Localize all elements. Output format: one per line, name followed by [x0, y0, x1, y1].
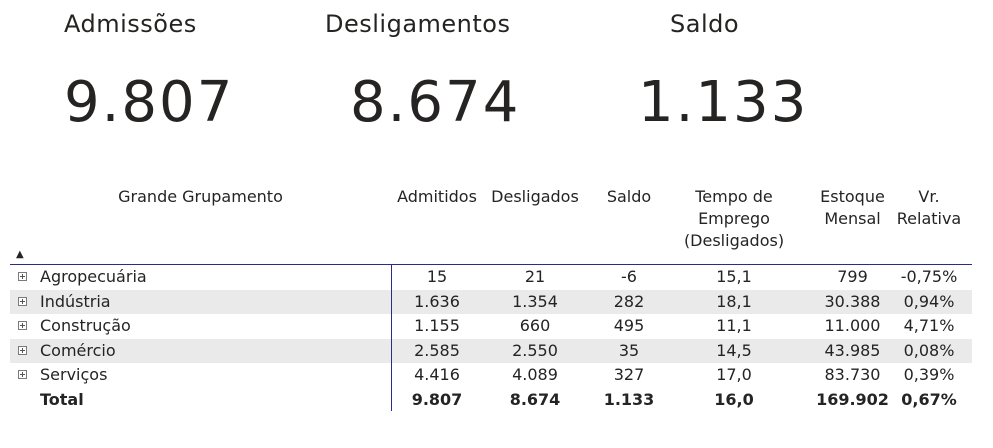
row-label: Agropecuária [40, 267, 147, 286]
table-cell: 0,39% [903, 365, 955, 385]
table-cell: 8.674 [509, 389, 561, 409]
kpi-value: 1.133 [638, 70, 809, 135]
table-cell: 15,1 [716, 267, 752, 286]
table-cell: 17,0 [716, 365, 752, 385]
table-body: Agropecuária 15 21 -6 15,1 799 -0,75% Indústria… [10, 265, 972, 413]
table-cell: 2.585 [414, 340, 460, 360]
row-label: Comércio [40, 340, 116, 360]
column-header[interactable]: Admitidos [397, 187, 477, 206]
kpi-value: 9.807 [64, 70, 235, 135]
total-row[interactable]: Total 9.807 8.674 1.133 16,0 169.902 0,67% [10, 388, 972, 413]
column-header[interactable]: Tempo de Emprego (Desligados) [683, 187, 785, 250]
table-cell: 169.902 [816, 389, 889, 409]
table-cell: 43.985 [824, 340, 881, 360]
table-cell: 16,0 [714, 389, 754, 409]
table-cell: 18,1 [716, 291, 752, 311]
row-label: Indústria [40, 291, 111, 311]
table-cell: 0,67% [901, 389, 957, 409]
table-cell: 83.730 [824, 365, 881, 385]
column-divider [391, 265, 392, 411]
table-cell: 4.089 [512, 365, 558, 385]
table-cell: 4,71% [903, 316, 955, 336]
matrix-table: ▲ Grande Grupamento Admitidos Desligados Sa… [10, 186, 972, 413]
table-cell: 799 [837, 267, 868, 286]
column-header[interactable]: Vr. Relativa [896, 187, 962, 228]
table-cell: 15 [426, 267, 448, 286]
table-header: ▲ Grande Grupamento Admitidos Desligados Sa… [10, 186, 972, 265]
table-cell: 1.354 [512, 291, 558, 311]
table-row[interactable]: Construção 1.155 660 495 11,1 11.000 4,71% [10, 314, 972, 339]
table-row[interactable]: Agropecuária 15 21 -6 15,1 799 -0,75% [10, 265, 972, 290]
kpi-value: 8.674 [350, 70, 521, 135]
table-cell: 0,94% [903, 291, 955, 311]
expand-icon[interactable] [18, 272, 27, 281]
column-header[interactable]: Grande Grupamento [118, 187, 283, 206]
table-cell: 11.000 [824, 316, 881, 336]
column-header[interactable]: Estoque Mensal [820, 187, 885, 228]
table-cell: 35 [618, 340, 640, 360]
table-cell: 2.550 [512, 340, 558, 360]
expand-icon[interactable] [18, 345, 27, 355]
table-cell: 9.807 [411, 389, 463, 409]
table-cell: 14,5 [716, 340, 752, 360]
table-cell: 1.636 [414, 291, 460, 311]
table-cell: -6 [621, 267, 637, 286]
expand-icon[interactable] [18, 370, 27, 380]
table-cell: 1.133 [603, 389, 655, 409]
table-cell: 282 [613, 291, 645, 311]
row-label: Serviços [40, 365, 108, 385]
table-cell: 327 [613, 365, 645, 385]
kpi-label: Admissões [64, 10, 197, 38]
table-cell: 0,08% [903, 340, 955, 360]
table-row[interactable]: Serviços 4.416 4.089 327 17,0 83.730 0,39% [10, 363, 972, 388]
row-label: Construção [40, 316, 131, 336]
column-header[interactable]: Desligados [491, 187, 579, 206]
table-cell: 11,1 [716, 316, 752, 336]
table-row[interactable]: Indústria 1.636 1.354 282 18,1 30.388 0,94% [10, 289, 972, 315]
table-cell: 21 [524, 267, 546, 286]
table-cell: 495 [613, 316, 645, 336]
expand-icon[interactable] [18, 321, 27, 331]
expand-icon[interactable] [18, 296, 27, 306]
table-row[interactable]: Comércio 2.585 2.550 35 14,5 43.985 0,08% [10, 338, 972, 364]
kpi-label: Desligamentos [325, 10, 511, 38]
row-label: Total [40, 389, 84, 409]
table-cell: -0,75% [900, 267, 958, 286]
table-cell: 30.388 [824, 291, 881, 311]
sort-ascending-icon[interactable]: ▲ [16, 249, 24, 260]
table-cell: 660 [519, 316, 551, 336]
table-cell: 1.155 [414, 316, 460, 336]
kpi-label: Saldo [670, 10, 740, 38]
column-header[interactable]: Saldo [606, 187, 652, 206]
table-cell: 4.416 [414, 365, 460, 385]
